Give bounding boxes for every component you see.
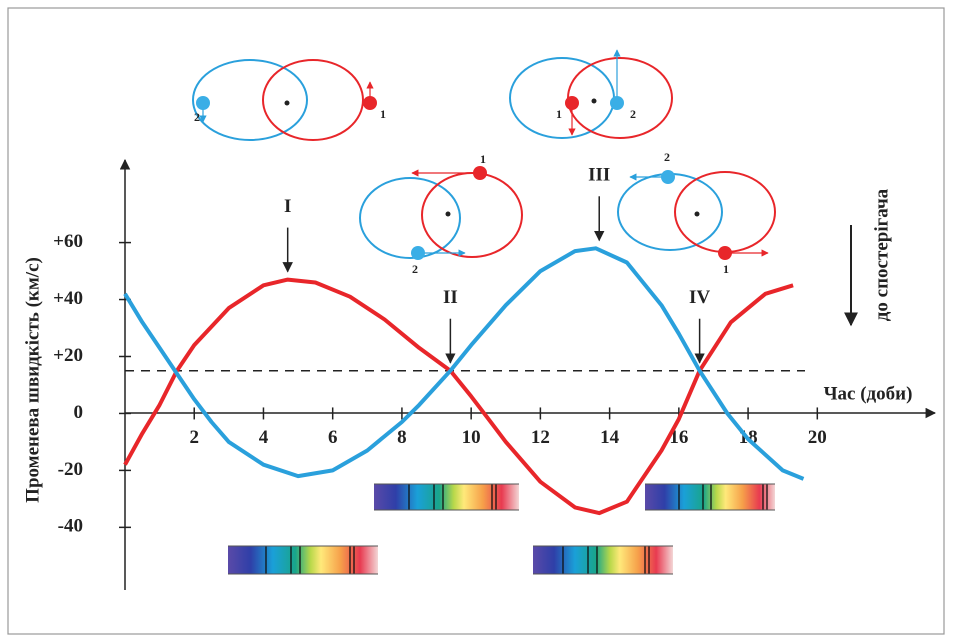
x-tick-label: 2 bbox=[189, 427, 199, 448]
orbit-label: 1 bbox=[380, 107, 386, 121]
y-axis-title: Променева швидкість (км/с) bbox=[22, 257, 43, 503]
orbit-label: 2 bbox=[630, 107, 636, 121]
orbit-labels: 2 1 1 2 1 2 2 1 bbox=[194, 107, 729, 276]
x-tick-label: 16 bbox=[669, 427, 688, 448]
y-tick-label: -20 bbox=[58, 459, 83, 480]
orbit-label: 1 bbox=[556, 107, 562, 121]
orbit-label: 2 bbox=[412, 262, 418, 276]
x-tick-label: 4 bbox=[259, 427, 269, 448]
x-axis-title: Час (доби) bbox=[824, 383, 913, 404]
x-tick-label: 20 bbox=[808, 427, 827, 448]
orbit-label: 2 bbox=[194, 110, 200, 124]
orbit-diagrams bbox=[192, 49, 776, 260]
x-tick-label: 10 bbox=[462, 427, 481, 448]
annotation: IV bbox=[689, 287, 710, 308]
frame bbox=[7, 7, 945, 635]
x-tick-label: 6 bbox=[328, 427, 338, 448]
orbit-label: 1 bbox=[723, 262, 729, 276]
x-tick-label: 14 bbox=[600, 427, 620, 448]
annotation: II bbox=[443, 287, 458, 308]
spectra bbox=[228, 483, 775, 575]
orbit-label: 2 bbox=[664, 150, 670, 164]
y-tick-label: +60 bbox=[53, 231, 83, 252]
x-tick-label: 12 bbox=[531, 427, 550, 448]
y-tick-label: -40 bbox=[58, 516, 83, 537]
series-line bbox=[123, 246, 805, 481]
y-tick-label: +40 bbox=[53, 288, 83, 309]
annotation: I bbox=[284, 196, 291, 217]
y-tick-label: 0 bbox=[74, 402, 84, 423]
x-tick-label: 8 bbox=[397, 427, 407, 448]
direction-label: до спостерігача bbox=[871, 188, 892, 321]
annotation: III bbox=[588, 165, 610, 186]
y-tick-label: +20 bbox=[53, 345, 83, 366]
series-line bbox=[123, 277, 794, 516]
orbit-label: 1 bbox=[480, 152, 486, 166]
